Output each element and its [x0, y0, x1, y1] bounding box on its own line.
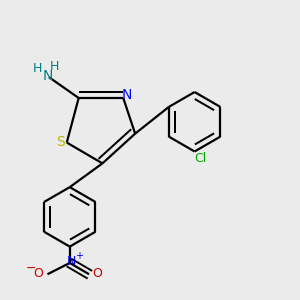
Text: S: S: [56, 135, 64, 149]
Text: H: H: [33, 62, 42, 75]
Text: N: N: [122, 88, 132, 102]
Text: Cl: Cl: [194, 152, 207, 165]
Text: O: O: [34, 267, 44, 280]
Text: N: N: [67, 255, 76, 268]
Text: O: O: [92, 267, 102, 280]
Text: N: N: [42, 69, 52, 83]
Text: +: +: [75, 250, 83, 260]
Text: −: −: [26, 262, 36, 275]
Text: H: H: [50, 60, 59, 73]
